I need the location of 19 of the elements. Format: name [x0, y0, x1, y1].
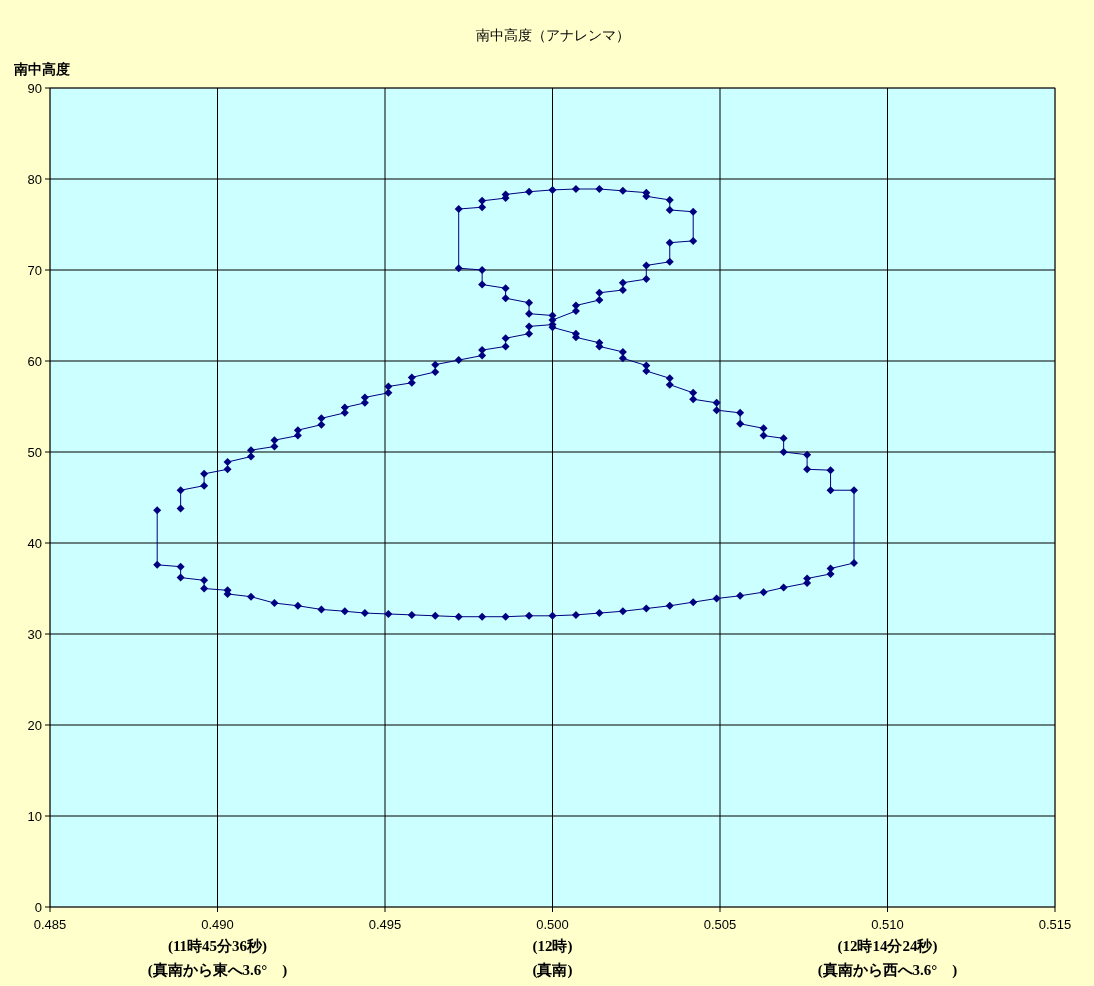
y-tick-label: 10 — [27, 809, 42, 824]
y-tick-label: 70 — [27, 263, 42, 278]
y-tick-label: 80 — [27, 172, 42, 187]
x-tick-label: 0.515 — [1038, 917, 1072, 932]
x-tick-label: 0.505 — [703, 917, 737, 932]
x-tick-label: 0.500 (12時) (真南) — [532, 917, 573, 979]
y-tick-label: 0 — [34, 900, 42, 915]
x-tick-label: 0.495 — [368, 917, 402, 932]
y-tick-label: 30 — [27, 627, 42, 642]
y-tick-label: 60 — [27, 354, 42, 369]
y-tick-label: 50 — [27, 445, 42, 460]
x-tick-label: 0.490 (11時45分36秒) (真南から東へ3.6° ) — [147, 917, 288, 979]
x-tick-label: 0.485 — [33, 917, 67, 932]
x-tick-label: 0.510 (12時14分24秒) (真南から西へ3.6° ) — [817, 917, 958, 979]
y-tick-label: 40 — [27, 536, 42, 551]
y-axis-title: 南中高度 — [13, 61, 70, 77]
y-tick-label: 90 — [27, 81, 42, 96]
y-tick-label: 20 — [27, 718, 42, 733]
chart-title: 南中高度（アナレンマ） — [475, 27, 630, 43]
